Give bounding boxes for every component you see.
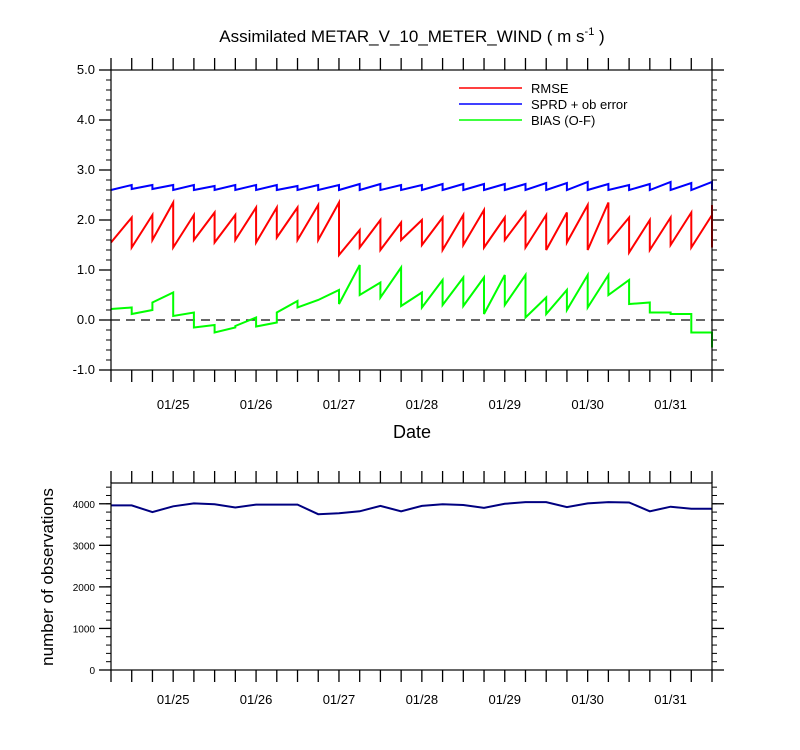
top-y-tick-labels: -1.0 0.0 1.0 2.0 3.0 4.0 5.0: [73, 62, 95, 377]
x-tick-label: 01/31: [654, 692, 687, 707]
x-tick-label: 01/25: [157, 692, 190, 707]
y-tick-label: 5.0: [77, 62, 95, 77]
legend-label-bias: BIAS (O-F): [531, 113, 595, 128]
y-tick-label: 0.0: [77, 312, 95, 327]
x-tick-label: 01/26: [240, 692, 273, 707]
bottom-plot-frame: [110, 482, 713, 671]
y-tick-label: 4.0: [77, 112, 95, 127]
y-tick-label: -1.0: [73, 362, 95, 377]
y-tick-label: 2000: [73, 583, 96, 594]
x-tick-label: 01/29: [488, 397, 521, 412]
y-tick-label: 1000: [73, 624, 96, 635]
y-tick-label: 3000: [73, 541, 96, 552]
y-axis-label: number of observations: [38, 488, 57, 666]
legend-label-sprd: SPRD + ob error: [531, 97, 628, 112]
x-tick-label: 01/27: [323, 397, 356, 412]
x-tick-label: 01/29: [488, 692, 521, 707]
bottom-series-group: [111, 501, 712, 516]
x-tick-label: 01/28: [406, 397, 439, 412]
bottom-x-tick-labels: 01/25 01/26 01/27 01/28 01/29 01/30 01/31: [157, 692, 687, 707]
y-tick-label: 2.0: [77, 212, 95, 227]
y-tick-label: 3.0: [77, 162, 95, 177]
series-line-obs: [111, 501, 712, 516]
bottom-y-tick-labels: 0 1000 2000 3000 4000: [73, 500, 96, 677]
top-plot-frame: [110, 69, 713, 371]
x-axis-label: Date: [393, 422, 431, 442]
x-tick-label: 01/28: [406, 692, 439, 707]
x-tick-label: 01/27: [323, 692, 356, 707]
y-tick-label: 0: [89, 666, 95, 677]
x-tick-label: 01/26: [240, 397, 273, 412]
series-line-sprd: [110, 180, 713, 192]
top-x-tick-labels: 01/25 01/26 01/27 01/28 01/29 01/30 01/31: [157, 397, 687, 412]
x-tick-label: 01/30: [571, 397, 604, 412]
top-series-group: [110, 180, 713, 348]
x-tick-label: 01/25: [157, 397, 190, 412]
x-tick-label: 01/31: [654, 397, 687, 412]
legend-label-rmse: RMSE: [531, 81, 569, 96]
chart-title: Assimilated METAR_V_10_METER_WIND ( m s-…: [219, 26, 604, 46]
bottom-axis-ticks: [99, 471, 724, 682]
y-tick-label: 4000: [73, 500, 96, 511]
x-tick-label: 01/30: [571, 692, 604, 707]
series-line-bias: [110, 264, 713, 348]
y-tick-label: 1.0: [77, 262, 95, 277]
series-line-rmse: [110, 198, 713, 258]
top-axis-ticks: [99, 58, 724, 382]
